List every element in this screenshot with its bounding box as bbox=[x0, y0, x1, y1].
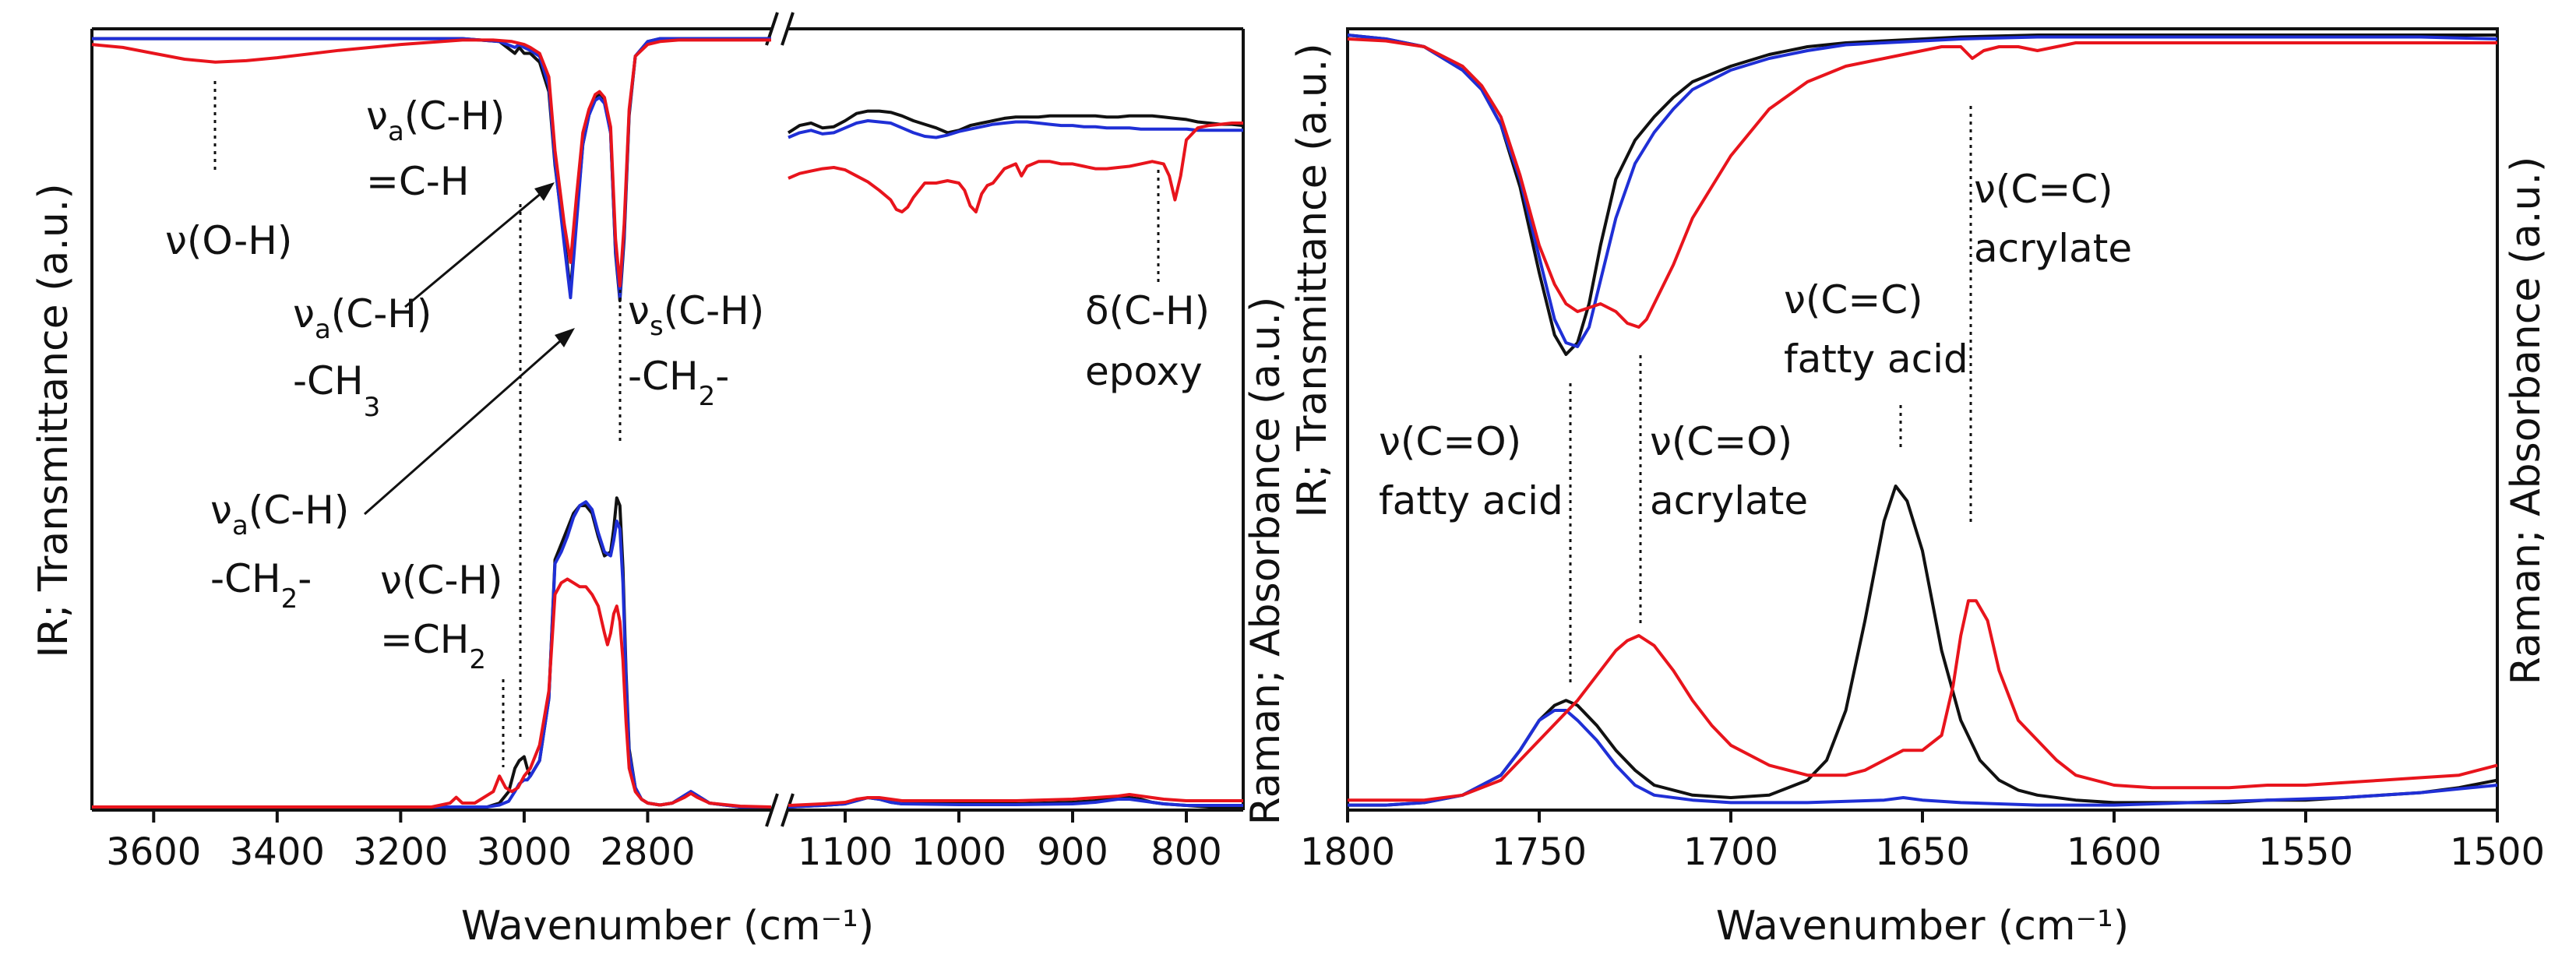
label-vch-ch: =CH bbox=[380, 617, 469, 662]
right-tick-label: 1800 bbox=[1300, 830, 1395, 874]
label-sch-ch: -CH bbox=[628, 354, 699, 399]
arrow-ch2-head bbox=[555, 328, 575, 347]
label-ach3-rest: (C-H) bbox=[331, 291, 432, 336]
label-ach2-nu: ν bbox=[210, 488, 232, 533]
left-xlabel: Wavenumber (cm⁻¹) bbox=[461, 903, 874, 950]
left-ir-high-red-line bbox=[91, 38, 771, 288]
label-oh: ν(O-H) bbox=[165, 218, 292, 263]
right-panel: 1800 1750 1700 1650 1600 1550 1500 ν(C=O) fatt… bbox=[1289, 27, 2550, 950]
left-b-tick-label: 1100 bbox=[798, 830, 893, 874]
right-raman-blue-line bbox=[1348, 709, 2498, 807]
label-vch: ν(C-H) bbox=[380, 558, 503, 603]
left-ylabel-left: IR; Transmittance (a.u.) bbox=[30, 183, 77, 657]
right-x-ticks: 1800 1750 1700 1650 1600 1550 1500 bbox=[1300, 810, 2545, 874]
left-a-tick-label: 3200 bbox=[353, 830, 448, 874]
arrow-ch2-shaft bbox=[364, 333, 568, 516]
label-sch-ch-sub: 2 bbox=[699, 381, 716, 412]
label-ach: νa(C-H) bbox=[366, 93, 505, 147]
right-tick-label: 1700 bbox=[1683, 830, 1778, 874]
right-ir-red-line bbox=[1347, 37, 2497, 329]
left-b-tick-label: 800 bbox=[1151, 830, 1222, 874]
left-b-tick-label: 1000 bbox=[911, 830, 1006, 874]
label-ach2-ch-sub: 2 bbox=[281, 583, 298, 615]
left-x-ticks: 3600 3400 3200 3000 2800 1100 1000 900 800 bbox=[106, 810, 1222, 874]
right-tick-label: 1650 bbox=[1875, 830, 1970, 874]
left-raman-low-red-line bbox=[788, 793, 1243, 807]
label-co-fa: ν(C=O) bbox=[1379, 419, 1521, 464]
label-ach3-nu: ν bbox=[293, 291, 315, 336]
left-a-tick-label: 3400 bbox=[230, 830, 325, 874]
label-co-ac: ν(C=O) bbox=[1650, 419, 1792, 464]
label-ach2: νa(C-H) bbox=[210, 488, 349, 541]
label-sch-rest: (C-H) bbox=[664, 288, 765, 333]
label-vch-line2: =CH2 bbox=[380, 617, 486, 675]
axis-break-bottom-1 bbox=[765, 793, 779, 827]
label-ach-sub: a bbox=[388, 116, 404, 147]
label-ach-nu: ν bbox=[366, 93, 388, 139]
label-ach3-sub: a bbox=[315, 314, 331, 345]
label-ach-rest: (C-H) bbox=[404, 93, 506, 139]
right-tick-label: 1750 bbox=[1492, 830, 1587, 874]
label-ach-line2: =C-H bbox=[366, 159, 469, 204]
left-b-tick-label: 900 bbox=[1037, 830, 1108, 874]
label-ach3: νa(C-H) bbox=[293, 291, 432, 345]
label-ach3-ch: -CH bbox=[293, 358, 364, 403]
label-ach2-line2: -CH2- bbox=[210, 556, 312, 615]
label-cc-fa: ν(C=C) bbox=[1784, 277, 1923, 322]
label-ach2-sub: a bbox=[232, 510, 248, 541]
label-ach2-rest: (C-H) bbox=[248, 488, 350, 533]
left-a-tick-label: 3000 bbox=[477, 830, 572, 874]
axis-break-bottom-2 bbox=[781, 793, 795, 827]
label-cc-ac-line2: acrylate bbox=[1974, 226, 2132, 271]
right-xlabel: Wavenumber (cm⁻¹) bbox=[1716, 903, 2129, 950]
label-sch-ch-end: - bbox=[715, 354, 729, 399]
left-raman-high-red-line bbox=[92, 577, 772, 809]
left-ir-low-black-line bbox=[787, 109, 1244, 135]
left-panel: 3600 3400 3200 3000 2800 1100 1000 900 800 ν(O-H… bbox=[30, 12, 1289, 950]
left-series-lines bbox=[91, 37, 1244, 809]
label-cc-ac: ν(C=C) bbox=[1974, 167, 2113, 212]
right-series-lines bbox=[1347, 33, 2498, 807]
label-delta: δ(C-H) bbox=[1085, 288, 1210, 333]
label-co-ac-line2: acrylate bbox=[1650, 478, 1808, 523]
label-delta-line2: epoxy bbox=[1085, 349, 1203, 394]
right-ylabel-left: IR; Transmittance (a.u.) bbox=[1289, 43, 1336, 517]
arrow-ch3-head bbox=[534, 182, 555, 201]
left-a-tick-label: 2800 bbox=[600, 830, 695, 874]
label-ach2-ch: -CH bbox=[210, 556, 281, 601]
arrow-ch3-shaft bbox=[404, 187, 548, 308]
right-raman-black-line bbox=[1348, 484, 2498, 807]
label-ach3-ch-sub: 3 bbox=[364, 392, 381, 423]
label-cc-fa-line2: fatty acid bbox=[1784, 336, 1968, 382]
label-vch-ch-sub: 2 bbox=[469, 644, 486, 675]
right-tick-label: 1600 bbox=[2067, 830, 2162, 874]
label-sch-nu: ν bbox=[628, 288, 650, 333]
axis-break-top-2 bbox=[781, 12, 795, 46]
right-ir-blue-line bbox=[1347, 33, 2498, 348]
label-co-fa-line2: fatty acid bbox=[1379, 478, 1563, 523]
left-ir-low-blue-line bbox=[788, 119, 1243, 139]
right-tick-label: 1550 bbox=[2258, 830, 2353, 874]
right-ylabel-right: Raman; Absorbance (a.u.) bbox=[2503, 157, 2550, 685]
left-a-tick-label: 3600 bbox=[106, 830, 201, 874]
left-ylabel-right: Raman; Absorbance (a.u.) bbox=[1242, 297, 1289, 826]
right-raman-red-line bbox=[1348, 599, 2498, 802]
label-ach3-line2: -CH3 bbox=[293, 358, 380, 423]
label-sch-line2: -CH2- bbox=[628, 354, 729, 412]
label-sch: νs(C-H) bbox=[628, 288, 764, 342]
label-sch-sub: s bbox=[650, 311, 664, 342]
label-ach2-ch-end: - bbox=[298, 556, 312, 601]
right-tick-label: 1500 bbox=[2450, 830, 2545, 874]
left-ir-low-red-line bbox=[788, 122, 1243, 213]
